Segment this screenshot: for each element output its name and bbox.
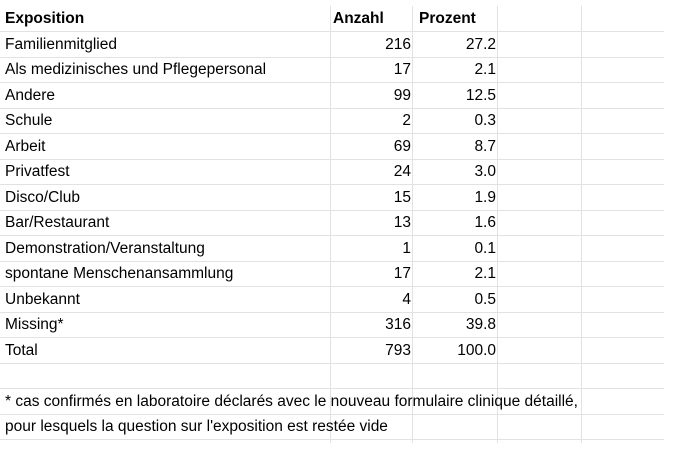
row-label: Unbekannt	[5, 291, 80, 308]
footnote-line-1: * cas confirmés en laboratoire déclarés …	[5, 393, 578, 410]
table-row: Unbekannt 4 0.5	[0, 287, 664, 312]
row-label: Disco/Club	[5, 189, 80, 206]
row-count: 99	[393, 87, 411, 104]
grid-row-line	[0, 286, 664, 287]
row-count: 17	[393, 265, 411, 282]
row-percent: 0.1	[474, 240, 496, 257]
grid-row-line	[0, 388, 664, 389]
grid-row-line	[0, 414, 664, 415]
row-label: Privatfest	[5, 163, 70, 180]
table-row: Als medizinisches und Pflegepersonal 17 …	[0, 57, 664, 82]
row-count: 13	[393, 214, 411, 231]
grid-row-line	[0, 337, 664, 338]
grid-row-line	[0, 82, 664, 83]
grid-column-line	[330, 6, 331, 443]
table-row: Schule 2 0.3	[0, 108, 664, 133]
table-header-row: Exposition Anzahl Prozent	[0, 6, 664, 31]
row-count: 316	[385, 316, 411, 333]
grid-column-line	[581, 6, 582, 443]
grid-row-line	[0, 31, 664, 32]
row-label: Bar/Restaurant	[5, 214, 110, 231]
row-count: 216	[385, 36, 411, 53]
row-label: Schule	[5, 112, 53, 129]
table-row: Missing* 316 39.8	[0, 312, 664, 337]
table-row: Familienmitglied 216 27.2	[0, 32, 664, 57]
header-count: Anzahl	[333, 10, 384, 27]
row-label: Total	[5, 342, 38, 359]
row-percent: 27.2	[465, 36, 496, 53]
row-percent: 8.7	[474, 138, 496, 155]
row-label: Demonstration/Veranstaltung	[5, 240, 205, 257]
table-row: Disco/Club 15 1.9	[0, 185, 664, 210]
grid-row-line	[0, 261, 664, 262]
row-count: 24	[393, 163, 411, 180]
row-count: 1	[402, 240, 411, 257]
row-label: Als medizinisches und Pflegepersonal	[5, 61, 267, 78]
row-label: Familienmitglied	[5, 36, 117, 53]
row-count: 17	[393, 61, 411, 78]
grid-row-line	[0, 133, 664, 134]
row-label: Missing*	[5, 316, 64, 333]
table-row: spontane Menschenansammlung 17 2.1	[0, 261, 664, 286]
row-count: 15	[393, 189, 411, 206]
row-count: 69	[393, 138, 411, 155]
grid-row-line	[0, 363, 664, 364]
row-count: 4	[402, 291, 411, 308]
grid-row-line	[0, 439, 664, 440]
grid-row-line	[0, 312, 664, 313]
row-percent: 2.1	[474, 61, 496, 78]
grid-row-line	[0, 184, 664, 185]
table-row: Demonstration/Veranstaltung 1 0.1	[0, 236, 664, 261]
grid-row-line	[0, 159, 664, 160]
footnote-line-2: pour lesquels la question sur l'expositi…	[5, 418, 388, 435]
row-percent: 39.8	[465, 316, 496, 333]
table-row: Bar/Restaurant 13 1.6	[0, 210, 664, 235]
grid-row-line	[0, 210, 664, 211]
row-count: 2	[402, 112, 411, 129]
grid-row-line	[0, 235, 664, 236]
grid-column-line	[412, 6, 413, 443]
header-exposition: Exposition	[5, 10, 85, 27]
row-label: Arbeit	[5, 138, 46, 155]
grid-column-line	[497, 6, 498, 443]
row-percent: 100.0	[457, 342, 496, 359]
row-percent: 0.5	[474, 291, 496, 308]
row-percent: 1.9	[474, 189, 496, 206]
row-percent: 3.0	[474, 163, 496, 180]
row-percent: 0.3	[474, 112, 496, 129]
row-label: Andere	[5, 87, 55, 104]
table-row-total: Total 793 100.0	[0, 338, 664, 363]
table-row: Privatfest 24 3.0	[0, 159, 664, 184]
header-percent: Prozent	[419, 10, 476, 27]
table-row: Arbeit 69 8.7	[0, 134, 664, 159]
table-row: Andere 99 12.5	[0, 83, 664, 108]
row-percent: 2.1	[474, 265, 496, 282]
row-label: spontane Menschenansammlung	[5, 265, 234, 282]
row-count: 793	[385, 342, 411, 359]
row-percent: 12.5	[465, 87, 496, 104]
row-percent: 1.6	[474, 214, 496, 231]
grid-row-line	[0, 108, 664, 109]
grid-row-line	[0, 57, 664, 58]
